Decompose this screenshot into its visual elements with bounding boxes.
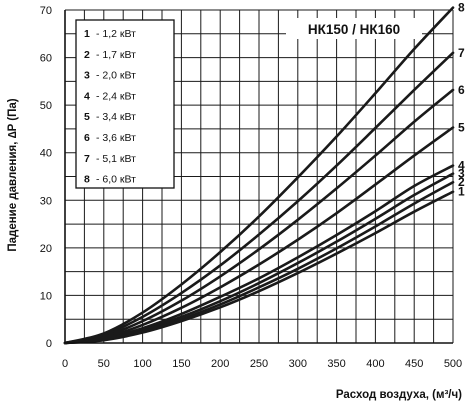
y-tick-label: 10 — [40, 290, 52, 302]
legend-text: - 3,4 кВт — [96, 111, 136, 123]
series-line-8 — [63, 6, 455, 345]
x-tick-label: 500 — [444, 358, 462, 370]
x-tick-label: 50 — [98, 358, 110, 370]
legend-text: - 1,7 кВт — [96, 49, 136, 61]
tick-labels: 0 50 100 150 200 250 300 350 400 450 5000102030405… — [40, 5, 462, 370]
legend-text: - 3,6 кВт — [96, 132, 136, 144]
legend-number: 6 — [84, 132, 90, 144]
series-label-3: 3 — [458, 167, 465, 181]
legend-number: 7 — [84, 153, 90, 165]
legend-number: 8 — [84, 174, 90, 186]
series-line-7 — [63, 51, 455, 345]
series-label-7: 7 — [458, 46, 465, 60]
legend-number: 5 — [84, 111, 90, 123]
x-tick-label: 350 — [327, 358, 345, 370]
legend-number: 3 — [84, 70, 90, 82]
x-tick-label: 100 — [133, 358, 151, 370]
x-tick-label: 300 — [289, 358, 307, 370]
x-tick-label: 400 — [366, 358, 384, 370]
y-axis-title: Падение давления, ∆P (Па) — [7, 98, 19, 251]
axes — [64, 10, 453, 344]
legend-number: 2 — [84, 49, 90, 61]
legend-text: - 2,0 кВт — [96, 70, 136, 82]
legend-box: 1 - 1,2 кВт 2 - 1,7 кВт 3 - 2,0 кВт 4 - 2,4 кВт… — [75, 19, 175, 189]
x-tick-label: 450 — [405, 358, 423, 370]
model-label: НК150 / НК160 — [308, 22, 400, 37]
series-label-2: 2 — [458, 175, 465, 189]
y-tick-label: 70 — [40, 5, 52, 17]
y-tick-label: 30 — [40, 195, 52, 207]
series-label-4: 4 — [458, 159, 465, 173]
x-axis-title: Расход воздуха, (м³/ч) — [336, 389, 462, 401]
legend-text: - 2,4 кВт — [96, 90, 136, 102]
series-label-8: 8 — [458, 1, 465, 15]
series-line-4 — [63, 164, 455, 345]
legend-text: - 6,0 кВт — [96, 174, 136, 186]
y-tick-label: 0 — [46, 338, 52, 350]
series-label-1: 1 — [458, 185, 465, 199]
series-lines — [63, 6, 455, 345]
series-line-5 — [63, 126, 455, 345]
y-tick-label: 40 — [40, 148, 52, 160]
legend-entries: 1 - 1,2 кВт 2 - 1,7 кВт 3 - 2,0 кВт 4 - 2,4 кВт… — [84, 28, 136, 186]
series-label-5: 5 — [458, 121, 465, 135]
series-label-6: 6 — [458, 83, 465, 97]
y-tick-label: 20 — [40, 243, 52, 255]
legend-number: 1 — [84, 28, 90, 40]
legend-text: - 5,1 кВт — [96, 153, 136, 165]
y-tick-label: 60 — [40, 53, 52, 65]
legend-number: 4 — [84, 90, 90, 102]
x-tick-label: 0 — [62, 358, 68, 370]
model-label-box: НК150 / НК160 — [286, 18, 422, 39]
y-tick-label: 50 — [40, 100, 52, 112]
legend-text: - 1,2 кВт — [96, 28, 136, 40]
x-tick-label: 200 — [211, 358, 229, 370]
x-tick-label: 250 — [250, 358, 268, 370]
series-line-6 — [63, 88, 455, 345]
x-tick-label: 150 — [172, 358, 190, 370]
